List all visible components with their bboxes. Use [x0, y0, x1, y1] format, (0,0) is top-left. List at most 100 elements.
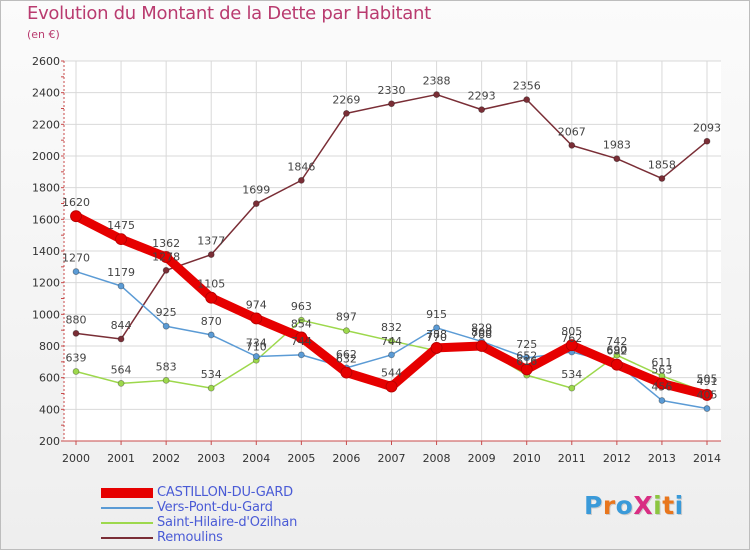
- data-point: [252, 353, 260, 360]
- data-label: 563: [651, 364, 672, 377]
- data-point: [523, 354, 531, 362]
- data-point: [162, 266, 170, 274]
- data-point: [388, 100, 395, 108]
- data-label: 2293: [468, 90, 496, 103]
- data-point: [701, 389, 713, 401]
- data-label: 805: [561, 325, 582, 338]
- data-label: 844: [111, 319, 132, 332]
- data-point: [205, 291, 218, 304]
- chart-subtitle: (en €): [27, 28, 60, 41]
- data-point: [207, 331, 215, 339]
- y-tick-label: 1000: [32, 308, 60, 321]
- data-point: [703, 405, 711, 412]
- legend-item: Vers-Pont-du-Gard: [101, 500, 297, 515]
- data-label: 1475: [107, 219, 135, 232]
- data-label: 788: [426, 328, 447, 341]
- data-point: [475, 340, 488, 352]
- data-label: 1620: [62, 196, 90, 209]
- data-point: [252, 200, 260, 208]
- data-point: [162, 322, 170, 330]
- chart-title: Evolution du Montant de la Dette par Hab…: [27, 3, 431, 24]
- x-tick-label: 2010: [513, 452, 541, 465]
- legend: CASTILLON-DU-GARD Vers-Pont-du-Gard Saint-…: [101, 485, 297, 545]
- y-tick-label: 400: [39, 403, 60, 416]
- x-tick-label: 2005: [287, 452, 315, 465]
- x-tick-label: 2014: [693, 452, 721, 465]
- data-label: 583: [156, 360, 177, 373]
- data-label: 870: [201, 315, 222, 328]
- x-tick-label: 2003: [197, 452, 225, 465]
- line-chart: 200 400 600 800 1000 1200 1400 1600 1800 2000 2200…: [32, 55, 721, 465]
- data-point: [523, 96, 531, 104]
- data-point: [295, 331, 308, 344]
- data-point: [613, 155, 621, 163]
- data-point: [430, 341, 443, 354]
- legend-swatch: [101, 521, 153, 524]
- data-label: 534: [561, 368, 582, 381]
- data-label: 405: [697, 389, 718, 402]
- x-tick-label: 2004: [242, 452, 270, 465]
- data-point: [207, 251, 215, 259]
- data-label: 974: [246, 298, 267, 311]
- data-label: 963: [291, 300, 312, 313]
- y-tick-label: 200: [39, 435, 60, 448]
- data-label: 1179: [107, 266, 135, 279]
- data-label: 491: [697, 375, 718, 388]
- data-label: 456: [651, 380, 672, 393]
- x-tick-label: 2007: [378, 452, 406, 465]
- data-point: [72, 268, 80, 275]
- data-label: 2067: [558, 125, 586, 138]
- y-tick-label: 1200: [32, 277, 60, 290]
- data-label: 915: [426, 308, 447, 321]
- series-0: [70, 210, 713, 401]
- x-tick-label: 2001: [107, 452, 135, 465]
- legend-item: CASTILLON-DU-GARD: [101, 485, 297, 500]
- data-point: [388, 337, 395, 345]
- data-point: [72, 368, 80, 375]
- data-label: 710: [246, 340, 267, 353]
- data-point: [658, 397, 666, 404]
- data-point: [565, 339, 578, 352]
- data-label: 632: [336, 353, 357, 366]
- data-label: 854: [291, 317, 312, 330]
- data-point: [703, 137, 711, 145]
- data-label: 742: [606, 335, 627, 348]
- data-point: [117, 379, 125, 387]
- data-label: 832: [381, 321, 402, 334]
- data-point: [385, 380, 398, 393]
- y-tick-label: 800: [39, 340, 60, 353]
- y-tick-label: 2000: [32, 150, 60, 163]
- data-point: [117, 335, 125, 343]
- data-label: 762: [561, 332, 582, 345]
- data-label: 744: [291, 335, 312, 348]
- data-point: [207, 384, 215, 392]
- data-label: 788: [471, 328, 492, 341]
- data-label: 800: [471, 326, 492, 339]
- data-point: [162, 376, 170, 384]
- legend-swatch: [101, 536, 153, 539]
- data-point: [610, 358, 623, 371]
- data-point: [70, 210, 82, 223]
- data-point: [340, 366, 353, 379]
- data-point: [478, 106, 486, 114]
- data-label: 611: [651, 356, 672, 369]
- data-label: 534: [201, 368, 222, 381]
- legend-swatch: [101, 506, 153, 509]
- data-point: [117, 282, 125, 290]
- data-label: 505: [697, 373, 718, 386]
- data-label: 639: [66, 351, 87, 364]
- data-label: 652: [516, 349, 537, 362]
- data-point: [72, 329, 80, 337]
- data-label: 564: [111, 363, 132, 376]
- data-point: [568, 141, 576, 149]
- x-tick-label: 2002: [152, 452, 180, 465]
- data-point: [433, 91, 440, 98]
- x-tick-label: 2013: [648, 452, 676, 465]
- data-point: [658, 175, 666, 182]
- y-tick-label: 2400: [32, 87, 60, 100]
- x-tick-label: 2011: [558, 452, 586, 465]
- data-label: 925: [156, 306, 177, 319]
- x-tick-label: 2009: [468, 452, 496, 465]
